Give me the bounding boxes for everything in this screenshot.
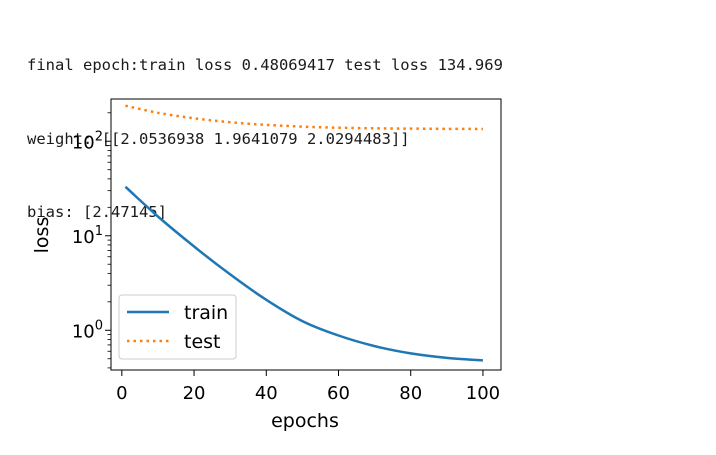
x-tick-label: 0 xyxy=(116,383,127,404)
series-line-train xyxy=(124,185,483,362)
console-line-bias: bias: [2.47145] xyxy=(27,203,167,221)
series-layer xyxy=(124,104,483,362)
y-tick-label: 101 xyxy=(72,224,103,248)
x-tick-label: 80 xyxy=(399,383,422,404)
console-line-final-epoch: final epoch:train loss 0.48069417 test l… xyxy=(27,56,503,74)
x-ticks: 0 20 40 60 80 100 xyxy=(116,370,500,404)
x-tick-label: 20 xyxy=(183,383,206,404)
y-axis-label: loss xyxy=(31,217,53,254)
x-axis-label: epochs xyxy=(271,410,339,432)
console-output: final epoch:train loss 0.48069417 test l… xyxy=(27,4,503,249)
x-tick-label: 100 xyxy=(466,383,500,404)
console-line-weight: weight: [[2.0536938 1.9641079 2.0294483]… xyxy=(27,129,410,148)
legend: train test xyxy=(118,294,237,360)
x-tick-label: 60 xyxy=(327,383,350,404)
y-tick-label: 102 xyxy=(72,129,103,153)
series-line-test xyxy=(125,104,483,131)
y-ticks: 100 101 102 xyxy=(72,112,111,369)
legend-label-test: test xyxy=(184,331,221,353)
plot-frame xyxy=(110,98,502,371)
x-tick-label: 40 xyxy=(255,383,278,404)
y-tick-label: 100 xyxy=(72,318,103,342)
legend-label-train: train xyxy=(184,302,228,324)
